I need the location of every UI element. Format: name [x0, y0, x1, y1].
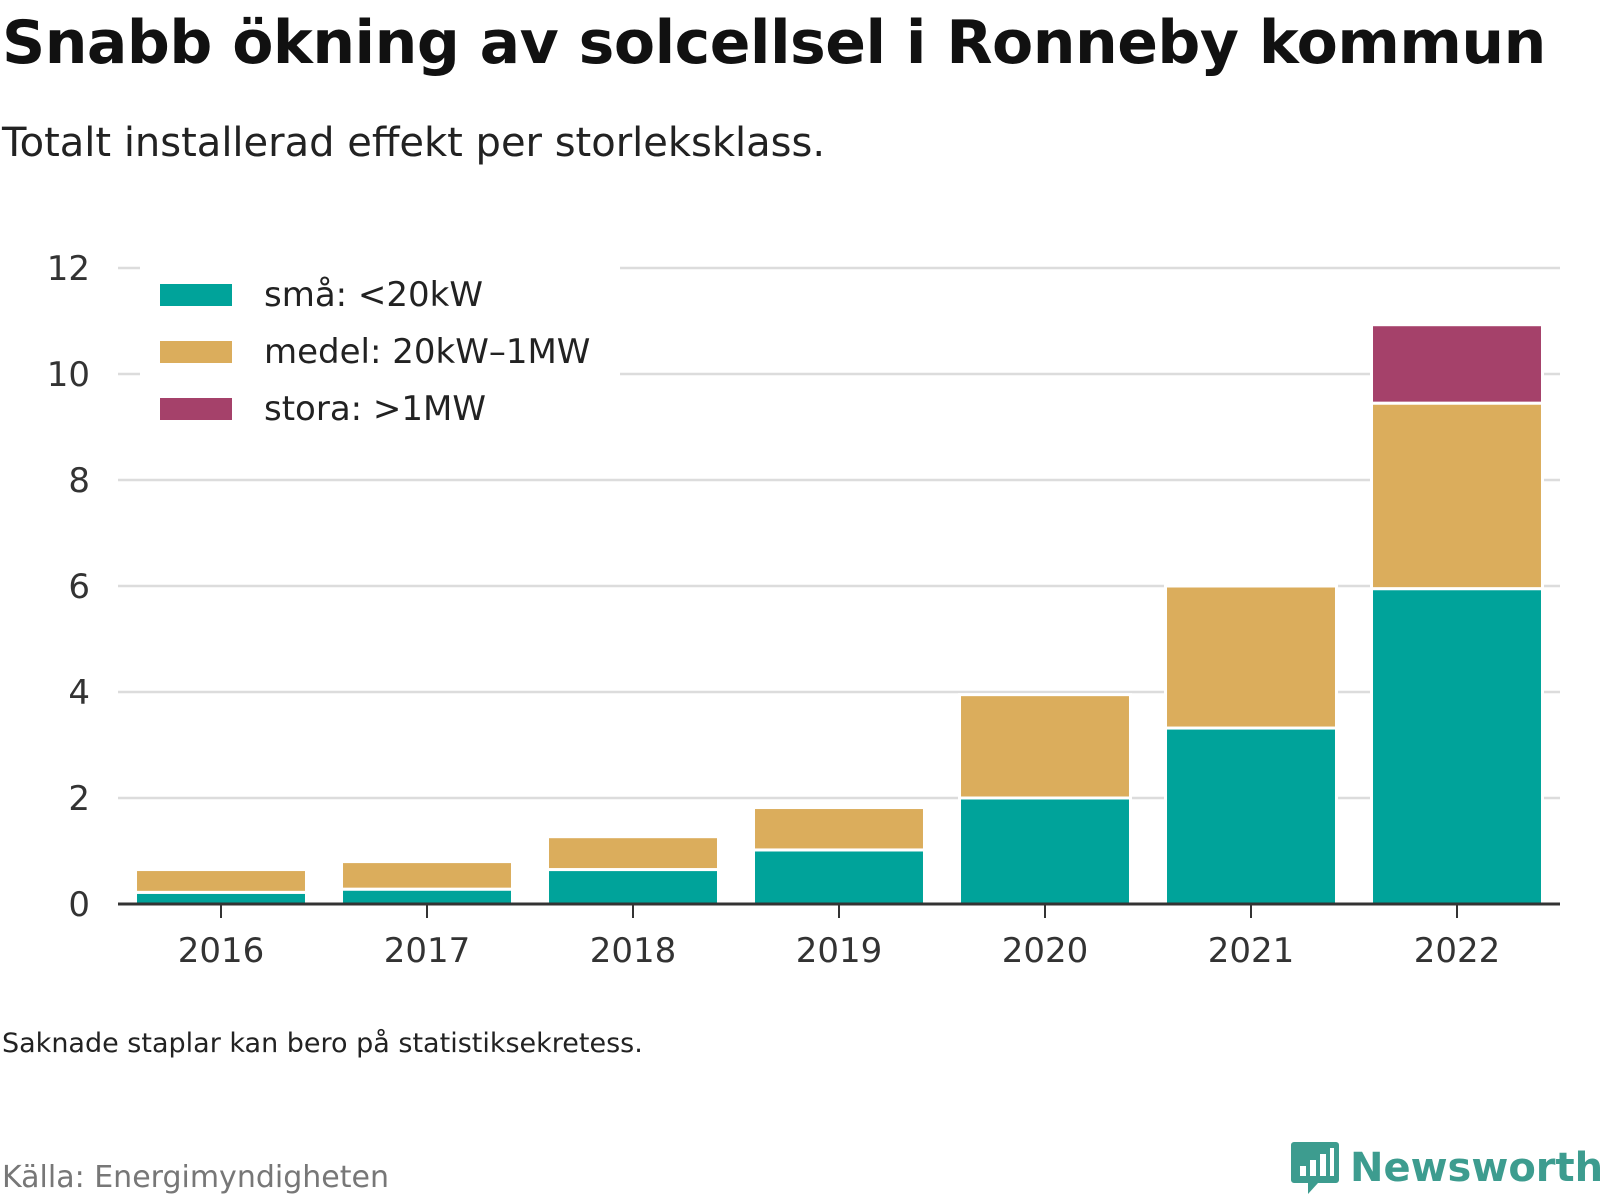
y-tick-label: 10 [47, 355, 90, 395]
bar-segment [1370, 323, 1544, 405]
x-tick-label: 2018 [590, 931, 677, 971]
legend-label: små: <20kW [264, 275, 483, 315]
bar-segment [1370, 401, 1544, 591]
source-credit: Källa: Energimyndigheten [2, 1160, 389, 1195]
legend-swatch [160, 341, 232, 363]
legend: små: <20kW medel: 20kW–1MW stora: >1MW [140, 256, 620, 446]
legend-swatch [160, 398, 232, 420]
chart-title: Snabb ökning av solcellsel i Ronneby kom… [2, 8, 1546, 78]
y-axis-ticks: 0 2 4 6 8 10 12 [47, 249, 90, 925]
legend-label: medel: 20kW–1MW [264, 332, 590, 372]
y-tick-label: 6 [68, 567, 90, 607]
bar-segment [1370, 587, 1544, 906]
bar-segment [546, 868, 720, 906]
x-tick-label: 2019 [796, 931, 883, 971]
bar-segment [752, 806, 926, 852]
bar-segment [1164, 584, 1338, 730]
y-tick-label: 8 [68, 461, 90, 501]
y-tick-label: 0 [68, 885, 90, 925]
brand-logo: Newsworthy [1290, 1140, 1600, 1196]
chart-subtitle: Totalt installerad effekt per storlekskl… [2, 120, 826, 166]
brand-name: Newsworthy [1350, 1145, 1600, 1191]
bar-segment [958, 693, 1132, 800]
y-tick-label: 12 [47, 249, 90, 289]
bar-segment [958, 796, 1132, 906]
y-tick-label: 2 [68, 779, 90, 819]
bar-segment [134, 890, 308, 906]
x-axis-ticks: 2016 2017 2018 2019 2020 2021 2022 [178, 904, 1501, 971]
bars [134, 323, 1544, 906]
x-tick-label: 2021 [1208, 931, 1295, 971]
bar-segment [134, 868, 308, 894]
bar-segment [752, 848, 926, 906]
bar-chart-speech-bubble-icon [1291, 1142, 1339, 1194]
x-tick-label: 2020 [1002, 931, 1089, 971]
bar-segment [1164, 726, 1338, 906]
legend-swatch [160, 284, 232, 306]
x-tick-label: 2022 [1414, 931, 1501, 971]
x-tick-label: 2017 [384, 931, 471, 971]
stacked-bar-chart: 0 2 4 6 8 10 12 2016 2017 2018 2019 2020 2021 2022 s… [47, 249, 1560, 971]
bar-segment [340, 887, 514, 906]
footnote: Saknade staplar kan bero på statistiksek… [2, 1028, 643, 1059]
bar-segment [546, 835, 720, 872]
legend-label: stora: >1MW [264, 389, 486, 429]
y-tick-label: 4 [68, 673, 90, 713]
x-tick-label: 2016 [178, 931, 265, 971]
bar-segment [340, 860, 514, 891]
